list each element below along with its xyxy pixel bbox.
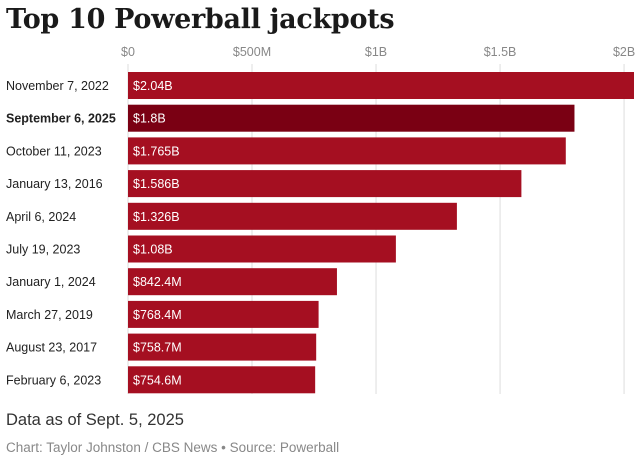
bars [128, 72, 634, 394]
x-tick-label: $500M [233, 45, 271, 59]
data-label: $1.8B [133, 112, 166, 126]
jackpot-bar-chart: $0 $500M $1B $1.5B $2B November 7, 2022 Septe… [6, 45, 635, 394]
bar [128, 202, 457, 230]
data-label: $768.4M [133, 308, 182, 322]
bar [128, 104, 575, 132]
data-label: $758.7M [133, 341, 182, 355]
x-axis-ticks: $0 $500M $1B $1.5B $2B [121, 45, 635, 59]
data-label: $2.04B [133, 79, 173, 93]
category-label: January 1, 2024 [6, 275, 96, 289]
bar [128, 137, 566, 165]
data-label: $1.586B [133, 177, 180, 191]
bar [128, 72, 634, 99]
category-labels: November 7, 2022 September 6, 2025 October… [6, 79, 116, 387]
category-label: November 7, 2022 [6, 79, 109, 93]
bar [128, 300, 319, 328]
bar [128, 333, 317, 361]
category-label: September 6, 2025 [6, 112, 116, 126]
data-label: $1.08B [133, 243, 173, 257]
category-label: August 23, 2017 [6, 341, 97, 355]
x-tick-label: $0 [121, 45, 135, 59]
data-label: $1.326B [133, 210, 180, 224]
chart-title: Top 10 Powerball jackpots [6, 4, 395, 35]
x-tick-label: $1B [365, 45, 387, 59]
bar [128, 235, 396, 263]
category-label: October 11, 2023 [6, 144, 102, 158]
x-tick-label: $2B [613, 45, 635, 59]
category-label: January 13, 2016 [6, 177, 103, 191]
data-date-note: Data as of Sept. 5, 2025 [6, 411, 184, 429]
category-label: April 6, 2024 [6, 210, 76, 224]
bar [128, 170, 522, 198]
category-label: February 6, 2023 [6, 373, 101, 387]
value-labels: $2.04B $1.8B $1.765B $1.586B $1.326B $1.08B $8… [133, 79, 182, 387]
chart-credit: Chart: Taylor Johnston / CBS News • Sour… [6, 440, 340, 455]
data-label: $1.765B [133, 144, 180, 158]
data-label: $842.4M [133, 275, 182, 289]
x-tick-label: $1.5B [484, 45, 517, 59]
bar [128, 268, 337, 296]
category-label: March 27, 2019 [6, 308, 93, 322]
bar [128, 366, 316, 394]
category-label: July 19, 2023 [6, 243, 80, 257]
data-label: $754.6M [133, 373, 182, 387]
